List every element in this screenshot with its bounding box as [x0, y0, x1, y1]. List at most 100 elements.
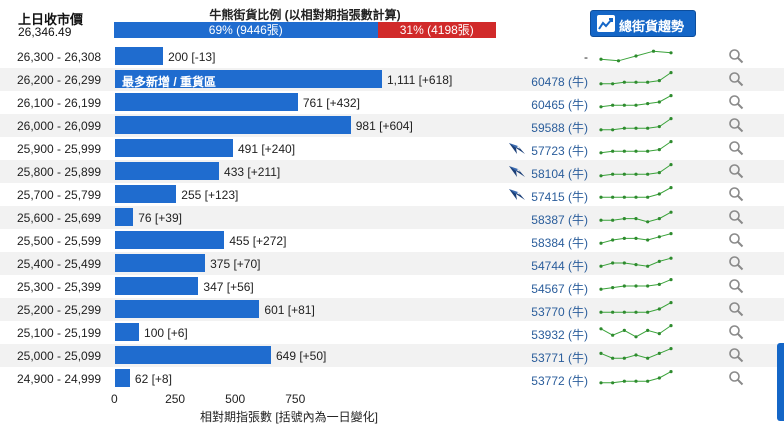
- trend-point: [611, 238, 615, 242]
- x-tick-label: 0: [111, 392, 118, 406]
- trend-point: [622, 284, 626, 288]
- table-row: 26,300 - 26,308 200 [-13] -: [0, 45, 784, 68]
- warrant-code-link[interactable]: 57415 (牛): [531, 190, 588, 204]
- magnifier-icon[interactable]: [728, 255, 744, 274]
- trend-point: [599, 174, 603, 178]
- warrant-code-link[interactable]: 59588 (牛): [531, 121, 588, 135]
- trend-point: [646, 149, 650, 153]
- magnifier-icon[interactable]: [728, 278, 744, 297]
- volume-bar: [115, 346, 271, 364]
- warrant-code-link[interactable]: 53770 (牛): [531, 305, 588, 319]
- trend-point: [669, 278, 673, 282]
- magnifier-icon[interactable]: [728, 186, 744, 205]
- total-trend-button[interactable]: 總街貨趨勢: [590, 10, 696, 37]
- warrant-code-link[interactable]: 58387 (牛): [531, 213, 588, 227]
- trend-point: [646, 310, 650, 314]
- trend-point: [599, 287, 603, 291]
- trend-point: [611, 218, 615, 222]
- trend-point: [669, 163, 673, 167]
- trend-point: [634, 149, 638, 153]
- trend-sparkline: [599, 370, 673, 385]
- warrant-code-link[interactable]: 58384 (牛): [531, 236, 588, 250]
- magnifier-icon[interactable]: [728, 140, 744, 159]
- trend-point: [599, 327, 603, 331]
- warrant-code-link[interactable]: 60465 (牛): [531, 98, 588, 112]
- magnifier-icon[interactable]: [728, 94, 744, 113]
- trend-point: [657, 282, 661, 286]
- bird-logo-icon: [508, 165, 526, 181]
- trend-sparkline: [599, 140, 673, 155]
- trend-point: [657, 376, 661, 380]
- trend-sparkline: [599, 71, 673, 86]
- trend-point: [599, 128, 603, 132]
- magnifier-icon[interactable]: [728, 163, 744, 182]
- trend-point: [634, 195, 638, 199]
- price-range-label: 25,000 - 25,099: [17, 349, 102, 363]
- trend-point: [634, 236, 638, 240]
- trend-point: [599, 241, 603, 245]
- magnifier-icon[interactable]: [728, 301, 744, 320]
- warrant-code-link[interactable]: 53772 (牛): [531, 374, 588, 388]
- trend-chart-icon: [597, 15, 615, 32]
- warrant-code-link[interactable]: 54567 (牛): [531, 282, 588, 296]
- volume-bar: [115, 70, 382, 88]
- table-row: 25,700 - 25,799 255 [+123] 57415 (牛): [0, 183, 784, 206]
- trend-point: [669, 210, 673, 214]
- bar-value-label: 981 [+604]: [355, 119, 413, 133]
- magnifier-icon[interactable]: [728, 370, 744, 389]
- warrant-code-link[interactable]: 57723 (牛): [531, 144, 588, 158]
- table-row: 25,300 - 25,399 347 [+56] 54567 (牛): [0, 275, 784, 298]
- bear-ratio-segment: 31% (4198張): [377, 22, 496, 38]
- x-axis-label: 相對期指張數 [括號內為一日變化]: [200, 410, 379, 424]
- trend-point: [669, 256, 673, 260]
- price-range-label: 25,800 - 25,899: [17, 165, 102, 179]
- trend-sparkline: [599, 232, 673, 245]
- side-tab[interactable]: [777, 343, 784, 421]
- trend-point: [622, 195, 626, 199]
- trend-sparkline: [599, 278, 673, 291]
- trend-point: [611, 172, 615, 176]
- magnifier-icon[interactable]: [728, 48, 744, 67]
- trend-sparkline: [599, 94, 673, 109]
- header: 上日收市價 26,346.49 牛熊街貨比例 (以相對期指張數計算) 69% (…: [0, 0, 784, 46]
- volume-bar: [115, 139, 233, 157]
- bar-value-label: 76 [+39]: [138, 211, 182, 225]
- magnifier-icon[interactable]: [728, 232, 744, 251]
- warrant-code-link[interactable]: 60478 (牛): [531, 75, 588, 89]
- warrant-code-link[interactable]: 53932 (牛): [531, 328, 588, 342]
- magnifier-icon[interactable]: [728, 324, 744, 343]
- trend-point: [646, 220, 650, 224]
- trend-point: [622, 379, 626, 383]
- trend-point: [611, 333, 615, 337]
- warrant-code-link[interactable]: 53771 (牛): [531, 351, 588, 365]
- magnifier-icon[interactable]: [728, 71, 744, 90]
- price-range-label: 25,300 - 25,399: [17, 280, 102, 294]
- magnifier-icon[interactable]: [728, 117, 744, 136]
- trend-point: [657, 79, 661, 83]
- magnifier-icon[interactable]: [728, 209, 744, 228]
- price-range-label: 25,600 - 25,699: [17, 211, 102, 225]
- trend-point: [599, 151, 603, 155]
- warrant-code-link[interactable]: 58104 (牛): [531, 167, 588, 181]
- trend-sparkline: [599, 49, 673, 63]
- magnifier-icon[interactable]: [728, 347, 744, 366]
- bull-bear-ratio-bar: 69% (9446張) 31% (4198張): [114, 22, 496, 38]
- trend-point: [622, 217, 626, 221]
- volume-bar: [115, 300, 260, 318]
- trend-point: [599, 57, 603, 61]
- trend-point: [622, 103, 626, 107]
- warrant-code-link[interactable]: 54744 (牛): [531, 259, 588, 273]
- trend-point: [622, 149, 626, 153]
- bar-value-label: 761 [+432]: [302, 96, 360, 110]
- x-tick-label: 250: [165, 392, 186, 406]
- trend-point: [657, 217, 661, 221]
- bar-value-label: 601 [+81]: [264, 303, 315, 317]
- trend-sparkline: [599, 210, 673, 224]
- prev-close-value: 26,346.49: [18, 25, 72, 39]
- trend-point: [657, 125, 661, 129]
- trend-point: [634, 172, 638, 176]
- trend-point: [646, 356, 650, 360]
- bar-value-label: 200 [-13]: [168, 50, 216, 64]
- trend-point: [599, 264, 603, 268]
- trend-point: [599, 105, 603, 109]
